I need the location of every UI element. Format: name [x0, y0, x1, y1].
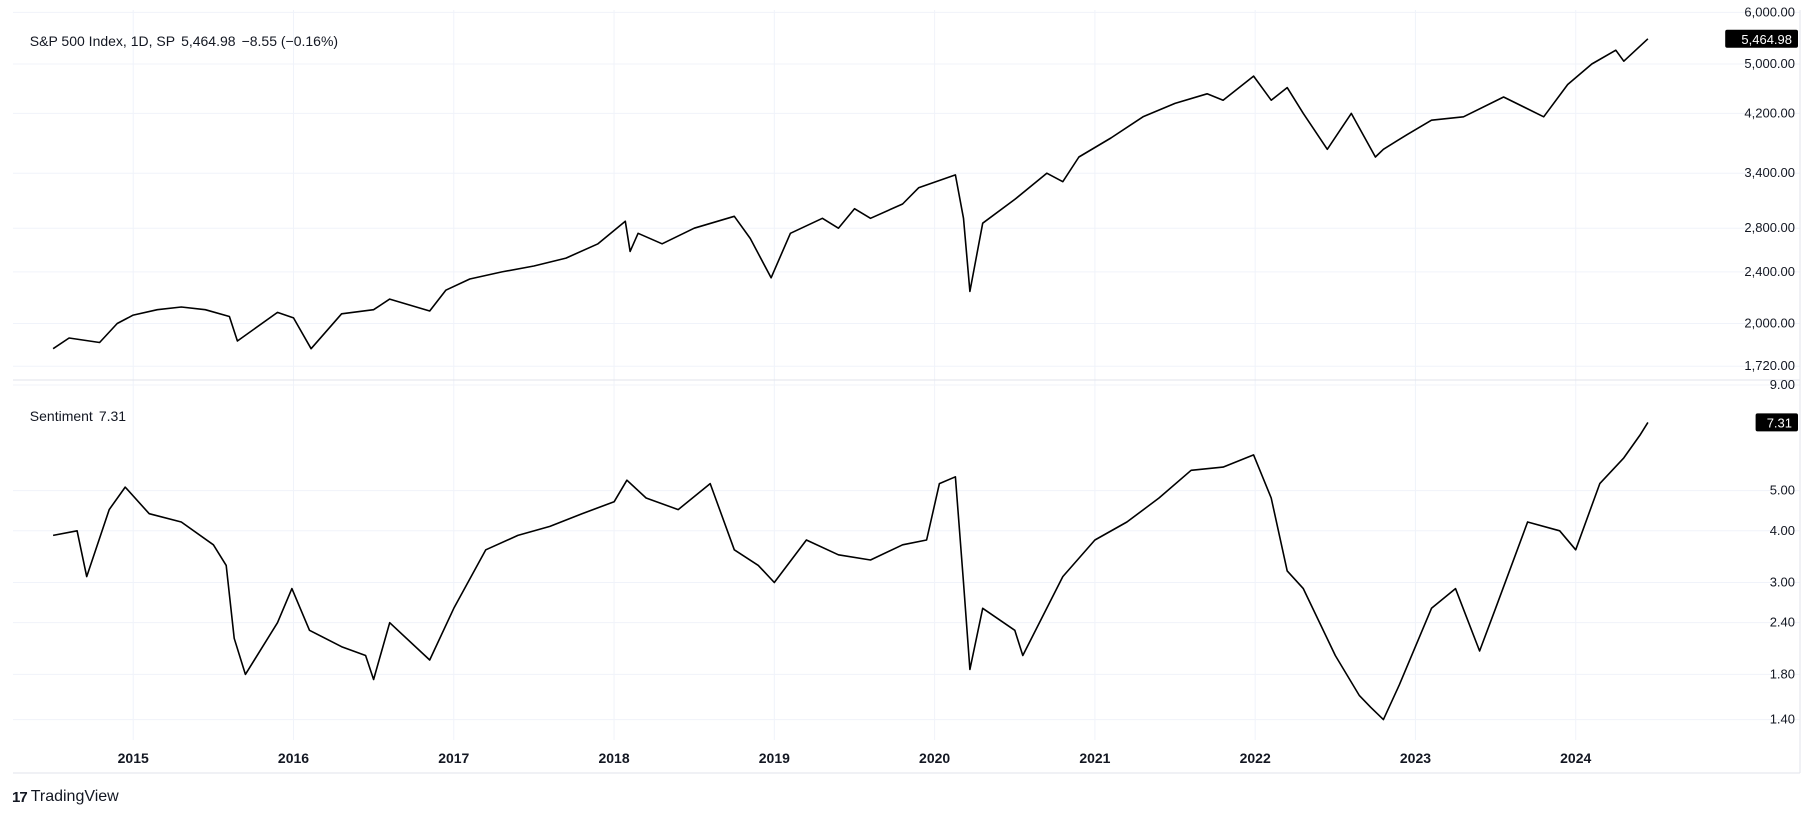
tradingview-logo-icon: 17	[12, 788, 28, 806]
sentiment-pane[interactable]: 9.00 5.00 4.00 3.00 2.40 1.80 1.40 7.31	[52, 377, 1798, 727]
year-label: 2022	[1240, 750, 1271, 766]
brand-name: TradingView	[30, 788, 119, 805]
year-label: 2019	[759, 750, 790, 766]
year-label: 2017	[438, 750, 469, 766]
year-label: 2023	[1400, 750, 1431, 766]
year-label: 2016	[278, 750, 309, 766]
year-label: 2020	[919, 750, 950, 766]
sentiment-last-value-text: 7.31	[1767, 415, 1792, 430]
price-legend: S&P 500 Index, 1D, SP 5,464.98 −8.55 (−0.1…	[22, 17, 344, 49]
sentiment-tick-label: 1.80	[1770, 666, 1795, 681]
price-tick-label: 2,000.00	[1744, 316, 1795, 331]
price-last-value-text: 5,464.98	[1741, 32, 1792, 47]
indicator-value: 7.31	[98, 408, 127, 424]
price-last-value-badge	[1725, 29, 1798, 48]
price-tick-label: 6,000.00	[1744, 4, 1795, 19]
price-tick-label: 3,400.00	[1744, 165, 1795, 180]
last-price: 5,464.98	[181, 33, 236, 49]
sentiment-series-line	[52, 421, 1649, 721]
price-change: −8.55 (−0.16%)	[241, 33, 339, 49]
symbol-label[interactable]: S&P 500 Index, 1D, SP	[29, 33, 176, 49]
sentiment-last-value-badge	[1755, 413, 1798, 432]
price-tick-label: 1,720.00	[1744, 358, 1795, 373]
sentiment-tick-label: 2.40	[1770, 615, 1795, 630]
price-tick-label: 5,000.00	[1744, 56, 1795, 71]
sentiment-tick-label: 9.00	[1770, 377, 1795, 392]
year-label: 2015	[118, 750, 149, 766]
year-label: 2021	[1079, 750, 1110, 766]
sentiment-tick-label: 3.00	[1770, 575, 1795, 590]
price-tick-label: 2,400.00	[1744, 264, 1795, 279]
year-label: 2024	[1560, 750, 1591, 766]
pane-borders	[13, 10, 1801, 774]
year-label: 2018	[598, 750, 629, 766]
indicator-name[interactable]: Sentiment	[29, 408, 93, 424]
price-pane[interactable]: 6,000.00 5,000.00 4,200.00 3,400.00 2,800.00…	[52, 4, 1798, 373]
tradingview-brand[interactable]: 17 TradingView	[12, 788, 119, 806]
price-tick-label: 4,200.00	[1744, 105, 1795, 120]
grid-lines	[13, 10, 1800, 740]
price-series-line	[52, 38, 1649, 350]
sentiment-tick-label: 5.00	[1770, 483, 1795, 498]
sentiment-legend: Sentiment 7.31	[22, 392, 132, 424]
sentiment-tick-label: 1.40	[1770, 712, 1795, 727]
price-tick-label: 2,800.00	[1744, 220, 1795, 235]
sentiment-tick-label: 4.00	[1770, 523, 1795, 538]
time-axis[interactable]: 2015 2016 2017 2018 2019 2020 2021 2022 2023 2024	[118, 750, 1592, 766]
